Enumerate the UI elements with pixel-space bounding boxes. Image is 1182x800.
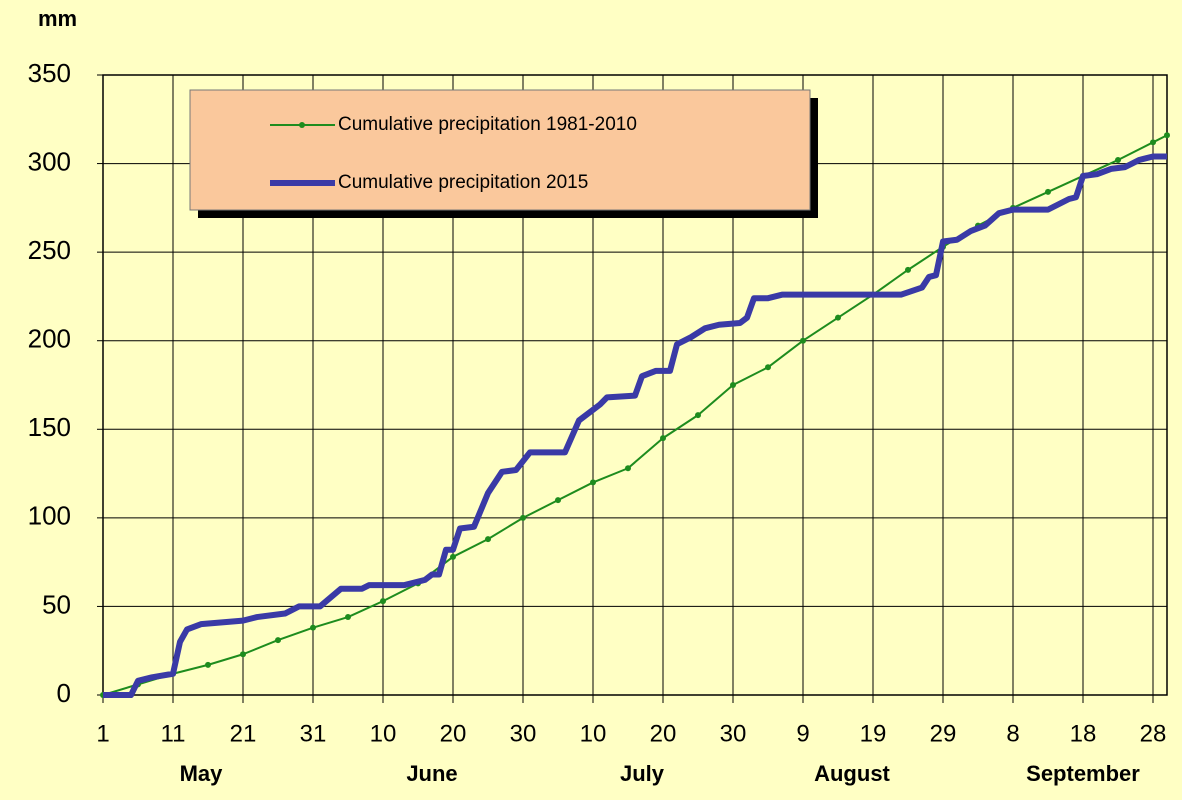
month-label: September: [1026, 761, 1140, 786]
series-marker: [1150, 139, 1156, 146]
series-marker: [625, 465, 631, 472]
series-marker: [485, 536, 491, 543]
series-marker: [800, 337, 806, 344]
x-tick-label: 20: [440, 720, 467, 747]
x-tick-label: 20: [650, 720, 677, 747]
y-tick-label: 50: [42, 589, 71, 619]
legend: [189, 89, 811, 211]
month-label: May: [180, 761, 224, 786]
series-marker: [555, 497, 561, 504]
y-tick-label: 350: [28, 58, 71, 88]
series-marker: [345, 614, 351, 621]
x-tick-label: 28: [1140, 720, 1167, 747]
series-marker: [450, 553, 456, 560]
y-tick-label: 250: [28, 235, 71, 265]
x-tick-label: 29: [930, 720, 957, 747]
series-marker: [205, 661, 211, 668]
legend-label: Cumulative precipitation 1981-2010: [338, 114, 637, 135]
x-tick-label: 1: [96, 720, 109, 747]
x-tick-label: 9: [796, 720, 809, 747]
x-tick-label: 30: [510, 720, 537, 747]
series-line: [103, 153, 1167, 698]
series-marker: [1164, 132, 1170, 139]
series-marker: [275, 637, 281, 644]
month-label: August: [814, 761, 890, 786]
x-tick-label: 10: [370, 720, 397, 747]
y-tick-label: 100: [28, 501, 71, 531]
plot-border: [102, 74, 1168, 696]
legend-marker: [299, 122, 305, 128]
y-axis-label: mm: [38, 6, 77, 31]
x-tick-label: 10: [580, 720, 607, 747]
series-marker: [660, 435, 666, 442]
y-tick-label: 150: [28, 412, 71, 442]
x-tick-label: 18: [1070, 720, 1097, 747]
series-marker: [765, 364, 771, 371]
series-marker: [380, 598, 386, 605]
x-tick-label: 8: [1006, 720, 1019, 747]
series-marker: [310, 624, 316, 631]
y-tick-label: 300: [28, 146, 71, 176]
series-marker: [835, 314, 841, 321]
series-marker: [590, 479, 596, 486]
series-marker: [1045, 188, 1051, 195]
series-marker: [730, 382, 736, 388]
series-marker: [905, 266, 911, 273]
month-label: June: [406, 761, 457, 786]
series-marker: [240, 651, 246, 658]
legend-label: Cumulative precipitation 2015: [338, 172, 588, 193]
x-tick-label: 30: [720, 720, 747, 747]
x-tick-label: 19: [860, 720, 887, 747]
series-marker: [695, 412, 701, 419]
month-label: July: [620, 761, 665, 786]
y-tick-label: 0: [57, 678, 71, 708]
x-tick-label: 11: [161, 720, 186, 747]
x-tick-label: 21: [230, 720, 257, 747]
series-marker: [520, 514, 526, 521]
x-tick-label: 31: [300, 720, 327, 747]
series-marker: [1115, 157, 1121, 164]
y-tick-label: 200: [28, 324, 71, 354]
